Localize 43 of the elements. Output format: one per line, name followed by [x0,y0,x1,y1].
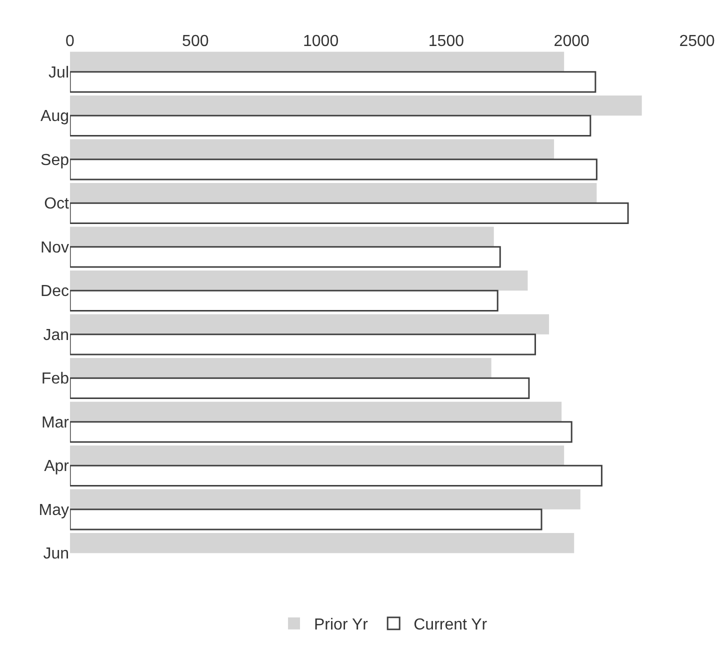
bar [70,314,550,334]
bar [70,114,592,136]
bar [70,533,574,554]
bar [70,246,501,268]
y-tick-label: Dec [40,283,69,300]
bar [70,158,598,180]
bar [70,402,562,422]
bar [70,377,530,399]
bar [70,226,494,247]
y-tick-label: Nov [40,239,69,256]
y-tick-label: Oct [44,196,70,213]
y-tick-label: Jul [48,64,69,82]
bar [70,334,536,356]
y-tick-label: Sep [40,152,70,169]
y-tick-label: Aug [40,108,69,126]
bar [70,358,492,378]
x-tick-label: 2000 [554,32,590,50]
x-tick-label: 1000 [303,32,339,50]
legend-label: Prior Yr [314,616,369,634]
y-tick-label: Feb [41,370,70,388]
bar [70,446,564,466]
x-tick-label: 0 [66,32,75,50]
y-tick-label: Jan [43,326,69,344]
y-tick-label: Jun [43,546,69,563]
y-tick-label: May [38,502,69,519]
y-tick-label: Mar [41,414,70,432]
bar [70,183,597,204]
x-tick-label: 500 [182,32,209,50]
bar [70,52,564,72]
bar [70,290,498,312]
bar [70,202,629,224]
bar [70,508,542,530]
bar [70,71,596,93]
bar [70,270,528,291]
x-tick-label: 1500 [428,32,464,50]
bar [70,421,572,443]
x-tick-label: 2500 [679,32,715,50]
bar [70,464,602,486]
bar [70,139,554,160]
bar [70,489,580,510]
bar [70,96,642,116]
y-tick-label: Apr [44,458,70,476]
legend-label: Current Yr [414,616,488,634]
